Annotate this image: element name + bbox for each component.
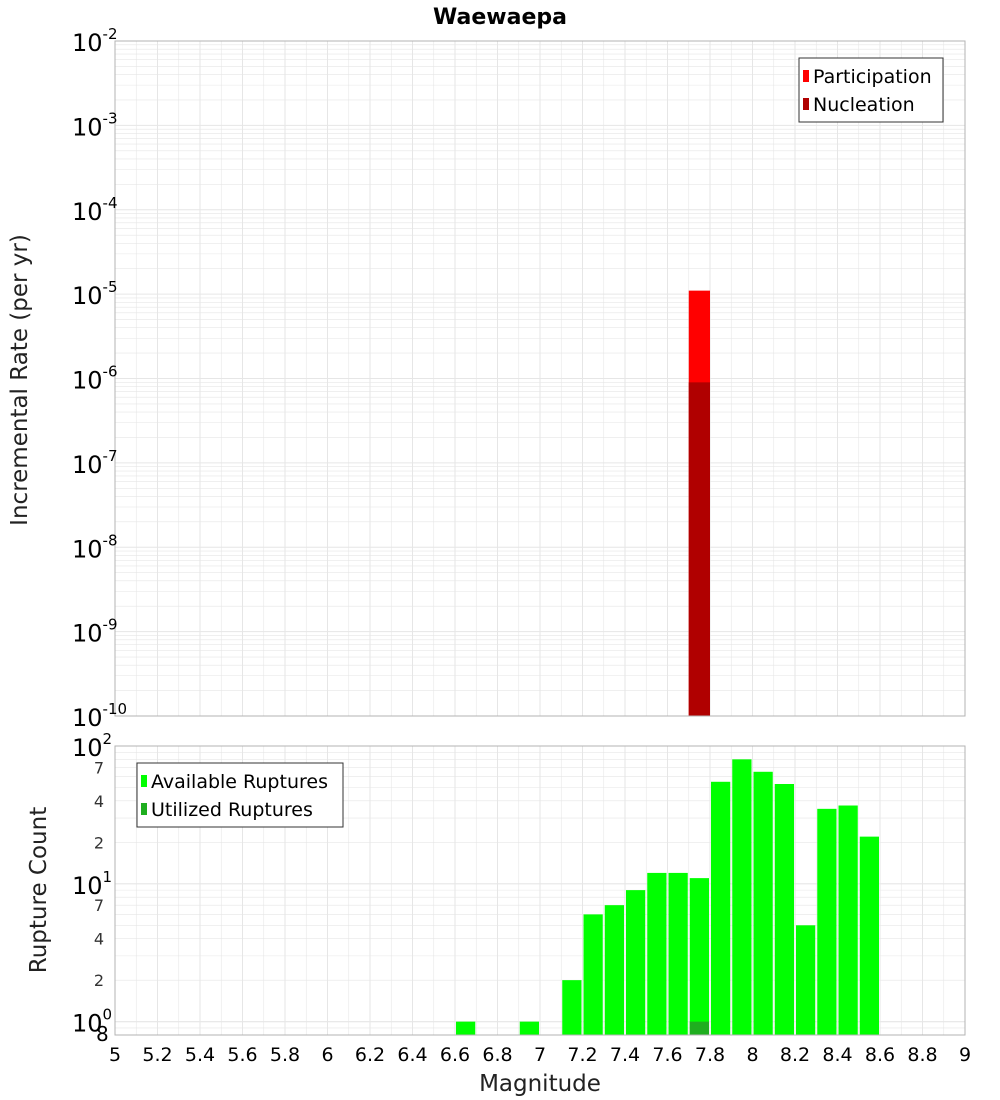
legend-label: Utilized Ruptures (151, 799, 313, 821)
x-axis-label: Magnitude (479, 1071, 601, 1097)
count-bar-available-ruptures (519, 1021, 539, 1035)
y-tick-label: 2 (94, 971, 104, 990)
x-tick-label: 5.4 (185, 1044, 215, 1066)
count-bar-available-ruptures (689, 878, 709, 1035)
x-tick-label: 8 (746, 1044, 758, 1066)
count-bar-available-ruptures (753, 771, 773, 1035)
x-tick-label: 7.2 (567, 1044, 597, 1066)
y-tick-label: 10-2 (72, 25, 118, 57)
top-y-axis-label: Incremental Rate (per yr) (7, 234, 33, 526)
x-tick-label: 7.4 (610, 1044, 640, 1066)
legend-swatch (803, 98, 809, 110)
legend-box (798, 57, 944, 123)
x-tick-label: 5 (109, 1044, 121, 1066)
y-tick-label: 102 (72, 730, 112, 762)
chart-title: Waewaepa (433, 5, 567, 30)
count-bar-available-ruptures (604, 905, 624, 1035)
count-bar-available-ruptures (817, 808, 837, 1035)
legend-label: Available Ruptures (151, 771, 328, 793)
y-tick-label: 10-9 (72, 616, 118, 648)
y-tick-label: 7 (94, 758, 104, 777)
legend-swatch (141, 775, 147, 787)
count-bar-available-ruptures (796, 925, 816, 1035)
x-tick-label: 5.6 (227, 1044, 257, 1066)
x-tick-label: 5.8 (270, 1044, 300, 1066)
legend-swatch (141, 803, 147, 815)
y-tick-label: 10-7 (72, 447, 118, 479)
rate-bar-nucleation (688, 382, 710, 716)
y-tick-label: 10-10 (72, 700, 127, 732)
x-tick-label: 9 (959, 1044, 971, 1066)
x-tick-label: 7.6 (652, 1044, 682, 1066)
count-bar-available-ruptures (711, 781, 731, 1035)
count-bar-utilized-ruptures (689, 1021, 709, 1035)
y-tick-label: 10-3 (72, 109, 118, 141)
x-tick-label: 6.2 (355, 1044, 385, 1066)
x-tick-label: 6.8 (482, 1044, 512, 1066)
y-tick-label: 10-5 (72, 278, 118, 310)
count-bar-available-ruptures (859, 836, 879, 1035)
y-tick-label: 10-4 (72, 194, 118, 226)
count-bar-available-ruptures (647, 872, 667, 1035)
y-tick-label: 100 (72, 1006, 112, 1038)
legend-box (136, 762, 344, 828)
count-bar-available-ruptures (668, 872, 688, 1035)
legend-label: Nucleation (813, 94, 915, 116)
count-bar-available-ruptures (562, 980, 582, 1035)
y-tick-label: 7 (94, 896, 104, 915)
y-tick-label: 101 (72, 868, 112, 900)
x-tick-label: 6.6 (440, 1044, 470, 1066)
x-tick-label: 7 (534, 1044, 546, 1066)
bottom-y-axis-label: Rupture Count (26, 807, 52, 973)
x-tick-label: 8.8 (907, 1044, 937, 1066)
x-tick-label: 6 (321, 1044, 333, 1066)
count-bar-available-ruptures (838, 805, 858, 1035)
x-tick-label: 8.6 (865, 1044, 895, 1066)
rate-legend: Participation Nucleation (798, 57, 944, 123)
y-tick-label: 10-6 (72, 363, 118, 395)
y-tick-label: 2 (94, 833, 104, 852)
count-bar-available-ruptures (583, 914, 603, 1035)
x-axis-ticks: 5 5.2 5.4 5.6 5.8 6 6.2 6.4 6.6 6.8 7 7.2 7.4 7.6 7.8 8… (109, 1044, 971, 1066)
x-tick-label: 6.4 (397, 1044, 427, 1066)
y-tick-label: 4 (94, 792, 104, 811)
count-bar-available-ruptures (626, 890, 646, 1035)
count-bar-available-ruptures (774, 784, 794, 1035)
y-tick-label: 4 (94, 930, 104, 949)
legend-swatch (803, 70, 809, 82)
rate-panel: 10-2 10-3 10-4 10-5 10-6 10-7 10-8 10-9 10-10 Par… (72, 25, 966, 732)
count-bar-available-ruptures (732, 759, 752, 1035)
legend-label: Participation (813, 66, 932, 88)
x-tick-label: 8.2 (780, 1044, 810, 1066)
x-tick-label: 7.8 (695, 1044, 725, 1066)
count-legend: Available Ruptures Utilized Ruptures (136, 762, 344, 828)
x-tick-label: 5.2 (142, 1044, 172, 1066)
count-bar-available-ruptures (456, 1021, 476, 1035)
x-tick-label: 8.4 (822, 1044, 852, 1066)
y-tick-label: 10-8 (72, 531, 118, 563)
y-tick-label: 8 (96, 1022, 109, 1046)
